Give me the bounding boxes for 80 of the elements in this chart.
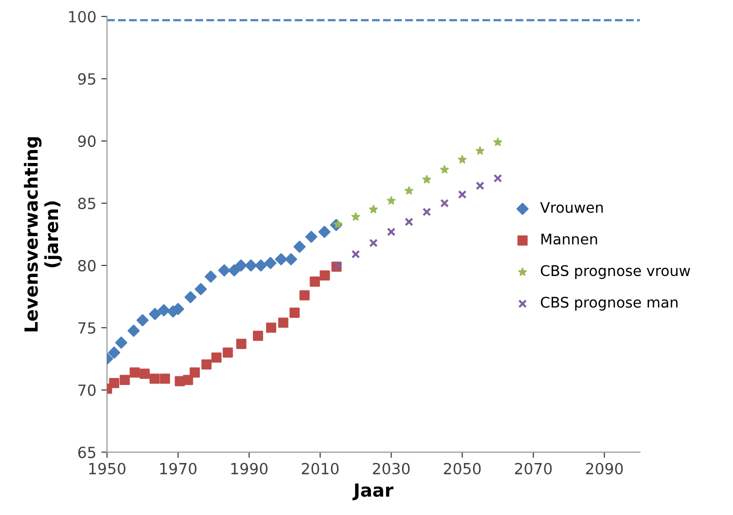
x-tick-label: 1990 — [231, 462, 268, 474]
point — [211, 352, 222, 363]
y-tick-label: 95 — [78, 73, 96, 85]
point — [422, 208, 432, 216]
point — [386, 196, 396, 204]
point — [369, 238, 378, 248]
point — [305, 230, 318, 243]
x-tick-label: 2070 — [515, 462, 552, 474]
point — [236, 338, 246, 349]
point — [404, 218, 414, 226]
point — [293, 240, 306, 253]
point — [290, 308, 300, 318]
point — [234, 259, 248, 272]
y-tick-label: 80 — [78, 260, 96, 272]
point — [351, 212, 360, 221]
point — [440, 198, 449, 208]
point — [184, 291, 197, 304]
point — [140, 368, 150, 379]
x-tick-label: 2010 — [302, 462, 339, 474]
point — [310, 276, 320, 287]
y-tick-label: 85 — [78, 198, 96, 210]
y-tick-label: 100 — [69, 10, 96, 22]
point — [351, 250, 360, 259]
y-tick-label: 70 — [78, 384, 96, 396]
point — [150, 374, 160, 384]
point — [218, 264, 230, 276]
point — [244, 259, 257, 272]
point — [476, 146, 484, 155]
point — [494, 174, 502, 183]
point — [182, 374, 194, 386]
x-tick-label: 2090 — [586, 462, 623, 474]
point — [160, 374, 170, 384]
point — [228, 264, 240, 276]
point — [299, 290, 310, 300]
point — [115, 336, 128, 349]
point — [422, 175, 432, 184]
point — [266, 322, 276, 333]
point — [194, 283, 207, 296]
legend-label: CBS prognose vrouw — [540, 265, 690, 279]
y-tick-label: 90 — [78, 135, 96, 147]
x-tick-label: 2030 — [372, 462, 410, 474]
point — [222, 347, 233, 358]
legend-label: CBS prognose man — [540, 296, 678, 311]
point — [128, 324, 140, 337]
y-tick-label: 75 — [78, 322, 96, 334]
point — [204, 270, 217, 283]
point — [284, 253, 298, 266]
point — [476, 181, 484, 190]
point — [318, 226, 331, 238]
x-tick-label: 2050 — [444, 462, 481, 474]
point — [158, 304, 170, 316]
point — [334, 261, 342, 270]
point — [493, 138, 502, 146]
point — [201, 359, 212, 370]
point — [254, 259, 267, 272]
point — [190, 367, 200, 378]
point — [386, 228, 396, 236]
point — [458, 155, 467, 164]
point — [404, 186, 414, 195]
point — [278, 318, 288, 328]
x-tick-label: 1950 — [89, 462, 126, 474]
y-axis-title: Levensverwachting (jaren) — [24, 137, 62, 332]
point — [120, 374, 130, 386]
point — [264, 256, 277, 270]
point — [369, 204, 378, 214]
point — [148, 308, 162, 320]
point — [320, 270, 330, 280]
legend-label: Mannen — [541, 234, 598, 245]
point — [136, 314, 149, 326]
point — [458, 190, 467, 199]
point — [109, 378, 120, 388]
point — [440, 165, 449, 174]
legend-label: Vrouwen — [540, 202, 603, 213]
x-axis-title: Jaar — [352, 483, 394, 500]
point — [108, 346, 120, 359]
y-tick-label: 65 — [78, 446, 96, 458]
point — [275, 253, 288, 266]
point — [252, 330, 264, 341]
point — [130, 367, 140, 378]
x-tick-label: 1970 — [160, 462, 196, 474]
